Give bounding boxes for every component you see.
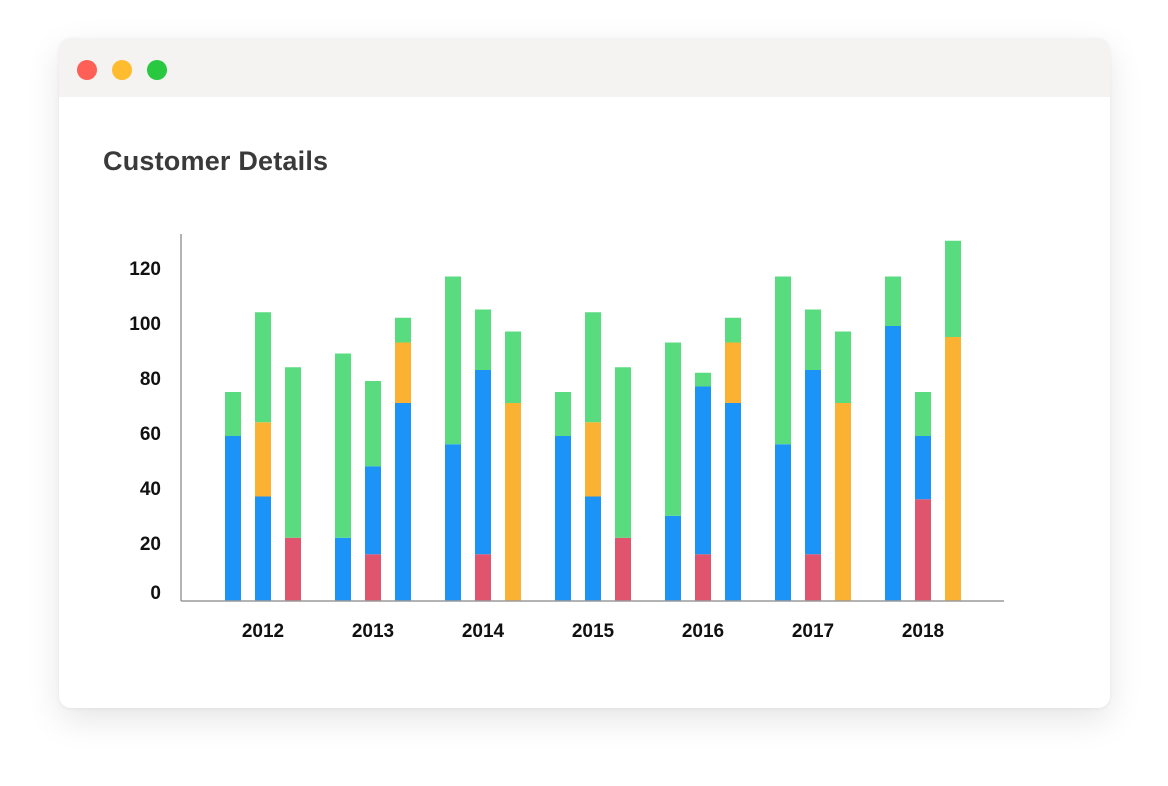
bar-segment-green[interactable] <box>555 392 571 436</box>
x-tick-label: 2012 <box>242 621 284 642</box>
y-tick-label: 100 <box>129 314 161 335</box>
bar-segment-red[interactable] <box>285 537 301 601</box>
bar-segment-blue[interactable] <box>775 444 791 601</box>
bar-segment-green[interactable] <box>695 372 711 387</box>
y-tick-labels: 0 20 40 60 80 100 120 <box>129 259 161 604</box>
bar-segment-blue[interactable] <box>445 444 461 601</box>
bar-segment-green[interactable] <box>725 317 741 343</box>
bar-group-2017 <box>775 276 851 601</box>
stacked-bar-chart: 0 20 40 60 80 100 120 2012 2013 2014 2015 2016 2017… <box>129 234 1004 642</box>
bar-segment-orange[interactable] <box>255 422 271 497</box>
bar-segment-blue[interactable] <box>885 326 901 601</box>
bar-segment-blue[interactable] <box>805 370 821 555</box>
maximize-window-button[interactable] <box>147 60 167 80</box>
bar-segment-green[interactable] <box>585 312 601 423</box>
x-tick-label: 2016 <box>682 621 724 642</box>
bar-segment-orange[interactable] <box>505 403 521 601</box>
bar-segment-green[interactable] <box>225 392 241 436</box>
bar-group-2016 <box>665 317 741 601</box>
bar-segment-green[interactable] <box>255 312 271 423</box>
y-tick-label: 80 <box>140 369 161 390</box>
bar-segment-red[interactable] <box>695 554 711 601</box>
bar-segment-blue[interactable] <box>915 436 931 500</box>
bar-segment-blue[interactable] <box>555 436 571 601</box>
y-tick-label: 20 <box>140 534 161 555</box>
x-tick-label: 2018 <box>902 621 944 642</box>
bar-segment-blue[interactable] <box>335 537 351 601</box>
bar-segment-blue[interactable] <box>725 403 741 601</box>
bar-segment-red[interactable] <box>475 554 491 601</box>
bar-group-2013 <box>335 317 411 601</box>
bar-segment-blue[interactable] <box>225 436 241 601</box>
bar-segment-green[interactable] <box>365 381 381 467</box>
bars-layer <box>225 240 961 601</box>
close-window-button[interactable] <box>77 60 97 80</box>
bar-segment-green[interactable] <box>775 276 791 445</box>
bar-group-2018 <box>885 240 961 601</box>
bar-segment-orange[interactable] <box>725 342 741 404</box>
bar-segment-orange[interactable] <box>835 403 851 601</box>
window-titlebar <box>59 38 1110 97</box>
bar-segment-green[interactable] <box>665 342 681 516</box>
minimize-window-button[interactable] <box>112 60 132 80</box>
bar-segment-orange[interactable] <box>395 342 411 404</box>
bar-segment-blue[interactable] <box>695 386 711 555</box>
bar-segment-green[interactable] <box>475 309 491 371</box>
y-tick-label: 0 <box>150 583 161 604</box>
bar-segment-green[interactable] <box>835 331 851 404</box>
x-tick-labels: 2012 2013 2014 2015 2016 2017 2018 <box>242 621 944 642</box>
bar-segment-blue[interactable] <box>365 466 381 555</box>
bar-group-2012 <box>225 312 301 601</box>
y-tick-label: 60 <box>140 424 161 445</box>
x-tick-label: 2015 <box>572 621 615 642</box>
bar-segment-green[interactable] <box>445 276 461 445</box>
bar-group-2014 <box>445 276 521 601</box>
chart-title: Customer Details <box>103 146 329 176</box>
bar-segment-red[interactable] <box>915 499 931 601</box>
bar-segment-green[interactable] <box>945 240 961 337</box>
bar-segment-green[interactable] <box>505 331 521 404</box>
bar-segment-orange[interactable] <box>945 337 961 601</box>
x-tick-label: 2014 <box>462 621 505 642</box>
x-tick-label: 2013 <box>352 621 394 642</box>
x-tick-label: 2017 <box>792 621 834 642</box>
bar-segment-green[interactable] <box>285 367 301 538</box>
bar-segment-blue[interactable] <box>665 515 681 601</box>
bar-segment-green[interactable] <box>915 392 931 436</box>
app-window: Customer Details 0 20 40 60 80 100 120 2012 201… <box>59 38 1110 708</box>
bar-segment-red[interactable] <box>365 554 381 601</box>
bar-segment-blue[interactable] <box>395 403 411 601</box>
bar-segment-red[interactable] <box>615 537 631 601</box>
bar-segment-orange[interactable] <box>585 422 601 497</box>
bar-segment-green[interactable] <box>395 317 411 343</box>
bar-segment-red[interactable] <box>805 554 821 601</box>
bar-segment-green[interactable] <box>805 309 821 371</box>
bar-group-2015 <box>555 312 631 601</box>
bar-segment-green[interactable] <box>615 367 631 538</box>
bar-segment-blue[interactable] <box>475 370 491 555</box>
bar-segment-green[interactable] <box>885 276 901 327</box>
y-tick-label: 40 <box>140 479 161 500</box>
bar-segment-blue[interactable] <box>585 496 601 602</box>
bar-segment-green[interactable] <box>335 353 351 538</box>
bar-segment-blue[interactable] <box>255 496 271 602</box>
y-tick-label: 120 <box>129 259 161 280</box>
